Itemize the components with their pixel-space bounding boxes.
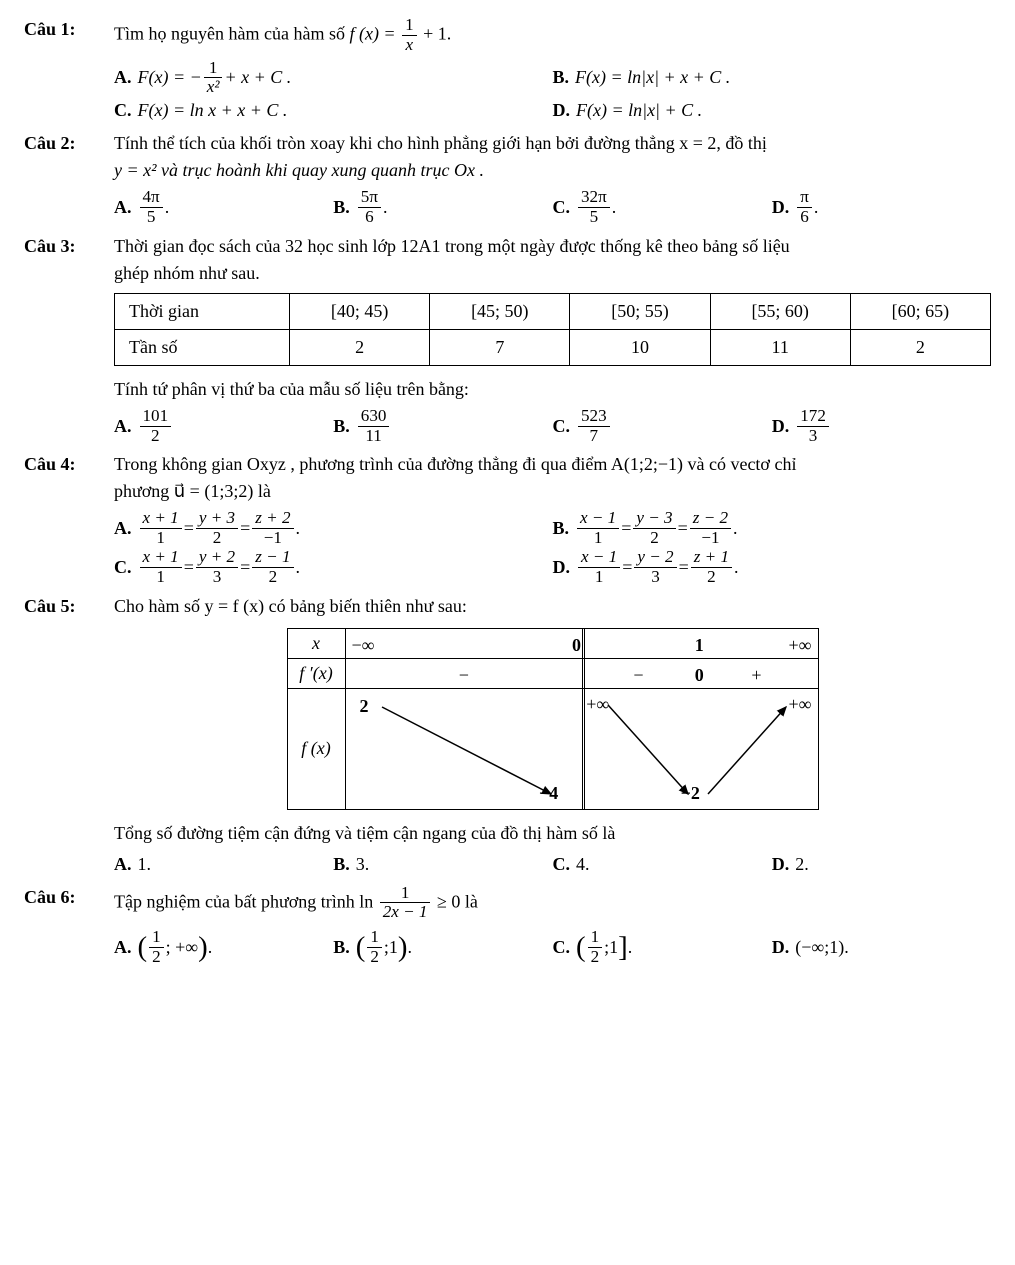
q5-stem: Cho hàm số y = f (x) có bảng biến thiên …: [114, 593, 991, 620]
q3-stem-l2: ghép nhóm như sau.: [114, 260, 991, 287]
question-3: Câu 3: Thời gian đọc sách của 32 học sin…: [24, 233, 991, 446]
q5-label: Câu 5:: [24, 593, 114, 878]
vt-double-divider: [582, 629, 585, 658]
q1-label: Câu 1:: [24, 16, 114, 124]
q3-opt-B: B. 63011: [333, 407, 552, 446]
q1-stem-post: + 1.: [423, 23, 451, 43]
q2-stem-l1: Tính thể tích của khối tròn xoay khi cho…: [114, 130, 991, 157]
q2-body: Tính thể tích của khối tròn xoay khi cho…: [114, 130, 991, 227]
vartable-arrows: [346, 689, 818, 809]
question-2: Câu 2: Tính thể tích của khối tròn xoay …: [24, 130, 991, 227]
q5-opt-A: A. 1.: [114, 851, 333, 878]
q3-stem-l1: Thời gian đọc sách của 32 học sinh lớp 1…: [114, 233, 991, 260]
q6-opt-D: D. (−∞;1).: [772, 926, 991, 969]
q3-opt-C: C. 5237: [553, 407, 772, 446]
q3-body: Thời gian đọc sách của 32 học sinh lớp 1…: [114, 233, 991, 446]
q3-opt-D: D. 1723: [772, 407, 991, 446]
q5-opt-B: B. 3.: [333, 851, 552, 878]
q2-opt-B: B. 5π6 .: [333, 188, 552, 227]
q4-body: Trong không gian Oxyz , phương trình của…: [114, 451, 991, 586]
q5-options: A. 1. B. 3. C. 4. D. 2.: [114, 851, 991, 878]
table-row: Tần số 2 7 10 11 2: [115, 329, 991, 365]
q6-stem: Tập nghiệm của bất phương trình ln 1 2x …: [114, 884, 991, 923]
q2-opt-A: A. 4π5 .: [114, 188, 333, 227]
q1-stem-frac: 1 x: [402, 16, 417, 55]
q1-body: Tìm họ nguyên hàm của hàm số f (x) = 1 x…: [114, 16, 991, 124]
vartable-row-f: f (x) 2 +∞ +∞ −4 −2: [288, 689, 818, 809]
q4-opt-D: D. x − 11 = y − 23 = z + 12 .: [553, 548, 992, 587]
q4-options: A. x + 11 = y + 32 = z + 2−1 . B. x − 11…: [114, 509, 991, 586]
q1-options: A. F(x) = − 1 x² + x + C . B. F(x) = ln|…: [114, 59, 991, 125]
q1-opt-B: B. F(x) = ln|x| + x + C .: [553, 59, 992, 98]
q5-vartable: x −∞ 0 1 +∞ f ′(x) − −: [114, 628, 991, 810]
q4-opt-B: B. x − 11 = y − 32 = z − 2−1 .: [553, 509, 992, 548]
q2-label: Câu 2:: [24, 130, 114, 227]
vartable-row-fprime: f ′(x) − − 0 +: [288, 659, 818, 689]
vartable-row-x: x −∞ 0 1 +∞: [288, 629, 818, 659]
q5-opt-D: D. 2.: [772, 851, 991, 878]
table-row: Thời gian [40; 45) [45; 50) [50; 55) [55…: [115, 293, 991, 329]
q4-stem-l1: Trong không gian Oxyz , phương trình của…: [114, 451, 991, 478]
q6-label: Câu 6:: [24, 884, 114, 970]
question-6: Câu 6: Tập nghiệm của bất phương trình l…: [24, 884, 991, 970]
q4-opt-C: C. x + 11 = y + 23 = z − 12 .: [114, 548, 553, 587]
question-4: Câu 4: Trong không gian Oxyz , phương tr…: [24, 451, 991, 586]
q3-opt-A: A. 1012: [114, 407, 333, 446]
q1-stem-pre: Tìm họ nguyên hàm của hàm số: [114, 23, 349, 43]
q5-body: Cho hàm số y = f (x) có bảng biến thiên …: [114, 593, 991, 878]
question-5: Câu 5: Cho hàm số y = f (x) có bảng biến…: [24, 593, 991, 878]
q1-opt-C: C. F(x) = ln x + x + C .: [114, 97, 553, 124]
q6-opt-A: A. ( 12 ; +∞ ) .: [114, 926, 333, 969]
q4-label: Câu 4:: [24, 451, 114, 586]
q1-opt-A: A. F(x) = − 1 x² + x + C .: [114, 59, 553, 98]
q1-stem-fn: f (x) =: [349, 23, 395, 43]
q6-body: Tập nghiệm của bất phương trình ln 1 2x …: [114, 884, 991, 970]
q2-options: A. 4π5 . B. 5π6 . C. 32π5 . D. π6 .: [114, 188, 991, 227]
q2-opt-D: D. π6 .: [772, 188, 991, 227]
q3-stem-l3: Tính tứ phân vị thứ ba của mẫu số liệu t…: [114, 376, 991, 403]
q1-stem: Tìm họ nguyên hàm của hàm số f (x) = 1 x…: [114, 16, 991, 55]
question-1: Câu 1: Tìm họ nguyên hàm của hàm số f (x…: [24, 16, 991, 124]
q6-options: A. ( 12 ; +∞ ) . B. ( 12 ;1 ) . C. ( 12 …: [114, 926, 991, 969]
q3-options: A. 1012 B. 63011 C. 5237 D. 1723: [114, 407, 991, 446]
q5-stem2: Tổng số đường tiệm cận đứng và tiệm cận …: [114, 820, 991, 847]
q4-stem-l2: phương u⃗ = (1;3;2) là: [114, 478, 991, 505]
q2-stem-l2: y = x² và trục hoành khi quay xung quanh…: [114, 157, 991, 184]
q5-opt-C: C. 4.: [553, 851, 772, 878]
q2-opt-C: C. 32π5 .: [553, 188, 772, 227]
q1-opt-D: D. F(x) = ln|x| + C .: [553, 97, 992, 124]
q6-opt-C: C. ( 12 ;1 ] .: [553, 926, 772, 969]
q3-table: Thời gian [40; 45) [45; 50) [50; 55) [55…: [114, 293, 991, 366]
q3-label: Câu 3:: [24, 233, 114, 446]
q6-opt-B: B. ( 12 ;1 ) .: [333, 926, 552, 969]
q4-opt-A: A. x + 11 = y + 32 = z + 2−1 .: [114, 509, 553, 548]
